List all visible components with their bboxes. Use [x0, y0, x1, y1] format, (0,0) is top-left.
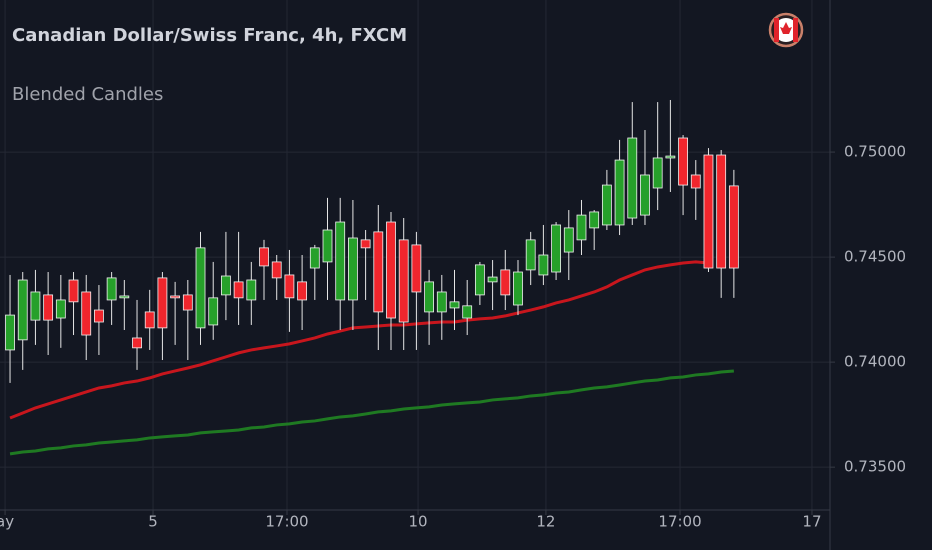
x-tick-label: 10 [409, 513, 428, 531]
candle-body [563, 227, 574, 253]
candle-body [81, 291, 92, 336]
candle-body [538, 254, 549, 276]
candle-body [246, 279, 257, 301]
candle-body [576, 214, 587, 241]
candle-body [106, 277, 117, 301]
x-tick-label: 17:00 [265, 513, 308, 531]
candle-body [373, 231, 384, 313]
candle-body [94, 309, 104, 323]
candle-body [297, 281, 308, 301]
candle-body [551, 224, 561, 273]
candle-body [525, 239, 536, 271]
moving-average [9, 260, 709, 420]
candle-body [157, 277, 168, 329]
candle-body [170, 295, 181, 299]
candle-body [627, 137, 638, 219]
flag-band [793, 18, 798, 42]
candle-body [411, 244, 422, 293]
x-tick-label: 17:00 [658, 513, 701, 531]
candle-body [436, 291, 447, 313]
candle-body [284, 274, 295, 299]
candle-body [309, 247, 320, 269]
candle-body [424, 281, 434, 313]
candle-body [360, 239, 371, 249]
candle-body [728, 185, 739, 269]
candle-body [43, 294, 54, 321]
candle-body [640, 174, 650, 216]
x-tick-label: ay [0, 513, 14, 531]
candle-body [703, 154, 714, 269]
plot [5, 99, 739, 456]
flag-band [774, 18, 779, 42]
maple-leaf [780, 22, 792, 34]
candle-body [665, 155, 676, 159]
candle-body [589, 211, 600, 229]
candle-body [182, 294, 193, 311]
candle-body [132, 337, 142, 349]
candle-body [487, 276, 498, 283]
candle-body [271, 261, 282, 279]
x-tick-label: 12 [536, 513, 555, 531]
candle-body [144, 311, 155, 329]
candle-body [221, 275, 231, 296]
candle-body [513, 271, 523, 306]
candle-body [195, 247, 206, 329]
candle-body [55, 299, 66, 319]
moving-average [9, 369, 734, 456]
chart-title: Canadian Dollar/Swiss Franc, 4h, FXCM [12, 25, 407, 46]
y-tick-label: 0.73500 [844, 458, 906, 476]
flag-icon[interactable] [768, 12, 804, 48]
candle-body [348, 237, 358, 301]
candle-body [449, 301, 460, 309]
candle-body [119, 295, 130, 299]
y-tick-label: 0.74500 [844, 248, 906, 266]
candle-body [322, 229, 333, 263]
candle-body [462, 305, 473, 319]
candle-body [652, 157, 663, 189]
candle-body [386, 221, 396, 319]
y-tick-label: 0.75000 [844, 143, 906, 161]
candle-body [678, 137, 688, 186]
candle-body [601, 184, 612, 226]
candle-body [259, 247, 269, 267]
candle-body [208, 297, 219, 326]
candle-body [398, 239, 409, 323]
candle-body [614, 159, 625, 226]
candle-body [68, 279, 79, 303]
x-tick-label: 17 [802, 513, 821, 531]
candle-body [474, 264, 485, 296]
candle-body [5, 314, 15, 351]
candle-body [30, 291, 41, 321]
candle-body [233, 281, 244, 299]
candle-body [716, 154, 727, 269]
y-tick-label: 0.74000 [844, 353, 906, 371]
indicator-name: Blended Candles [12, 84, 163, 105]
candle-body [17, 279, 28, 341]
candle-body [500, 269, 511, 296]
candle-body [690, 174, 701, 189]
candle-body [335, 221, 346, 301]
x-tick-label: 5 [148, 513, 158, 531]
